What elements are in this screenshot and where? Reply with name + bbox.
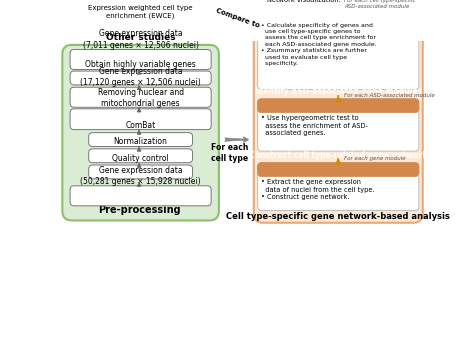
FancyBboxPatch shape: [258, 0, 419, 1]
Text: • Use hypergeometric test to
  assess the enrichment of ASD-
  associated genes.: • Use hypergeometric test to assess the …: [261, 115, 368, 136]
FancyBboxPatch shape: [258, 163, 419, 210]
Text: Other studies: Other studies: [106, 33, 175, 42]
Text: For each gene module: For each gene module: [345, 156, 406, 161]
Text: Gene expression data
(7,011 genes × 12,506 nuclei): Gene expression data (7,011 genes × 12,5…: [82, 29, 199, 50]
FancyBboxPatch shape: [70, 87, 211, 107]
FancyBboxPatch shape: [70, 50, 211, 69]
Text: For each
cell type: For each cell type: [211, 143, 248, 163]
Text: Obtain highly variable genes: Obtain highly variable genes: [85, 60, 196, 69]
FancyBboxPatch shape: [258, 6, 419, 20]
FancyBboxPatch shape: [70, 71, 211, 85]
Text: Construct cell type-related gene network: Construct cell type-related gene network: [249, 151, 428, 160]
Text: Expression weighted cell type
enrichment (EWCE): Expression weighted cell type enrichment…: [88, 5, 193, 19]
FancyBboxPatch shape: [89, 133, 192, 146]
FancyBboxPatch shape: [63, 0, 219, 39]
FancyBboxPatch shape: [258, 6, 419, 90]
FancyBboxPatch shape: [69, 0, 213, 16]
Text: Compare to: Compare to: [215, 7, 260, 29]
FancyBboxPatch shape: [254, 0, 423, 223]
Text: Quality control: Quality control: [112, 154, 169, 162]
Text: ComBat: ComBat: [126, 121, 156, 130]
Text: Gene expression data
(17,120 genes × 12,506 nuclei): Gene expression data (17,120 genes × 12,…: [80, 67, 201, 87]
Text: Removing nuclear and
mitochondrial genes: Removing nuclear and mitochondrial genes: [98, 88, 184, 108]
Text: Cell type-specific gene network-based analysis: Cell type-specific gene network-based an…: [226, 212, 450, 221]
Text: • Functional annotation.
• Network visualization.: • Functional annotation. • Network visua…: [261, 0, 342, 3]
FancyBboxPatch shape: [258, 163, 419, 176]
Text: For each cell type-specific
ASD-associated module: For each cell type-specific ASD-associat…: [345, 0, 416, 9]
FancyBboxPatch shape: [258, 99, 419, 151]
Text: Pre-processing: Pre-processing: [98, 205, 181, 215]
Text: Normalization: Normalization: [114, 137, 168, 146]
Text: • Calculate specificity of genes and
  use cell type-specific genes to
  assess : • Calculate specificity of genes and use…: [261, 23, 376, 66]
FancyBboxPatch shape: [70, 109, 211, 130]
Text: Gene expression data
(50,281 genes × 15,928 nuclei): Gene expression data (50,281 genes × 15,…: [80, 166, 201, 186]
Text: For each ASD-associated module: For each ASD-associated module: [345, 93, 435, 98]
Text: Identify ASD-associated gene modules: Identify ASD-associated gene modules: [255, 87, 422, 96]
FancyBboxPatch shape: [63, 45, 219, 221]
FancyBboxPatch shape: [69, 21, 213, 39]
FancyBboxPatch shape: [258, 99, 419, 113]
Text: • Extract the gene expression
  data of nuclei from the cell type.
• Construct g: • Extract the gene expression data of nu…: [261, 179, 374, 200]
FancyBboxPatch shape: [70, 186, 211, 206]
FancyBboxPatch shape: [89, 149, 192, 163]
Text: Identify cell type-specific ASD-associated gene modules: Identify cell type-specific ASD-associat…: [226, 0, 450, 2]
FancyBboxPatch shape: [89, 165, 192, 179]
